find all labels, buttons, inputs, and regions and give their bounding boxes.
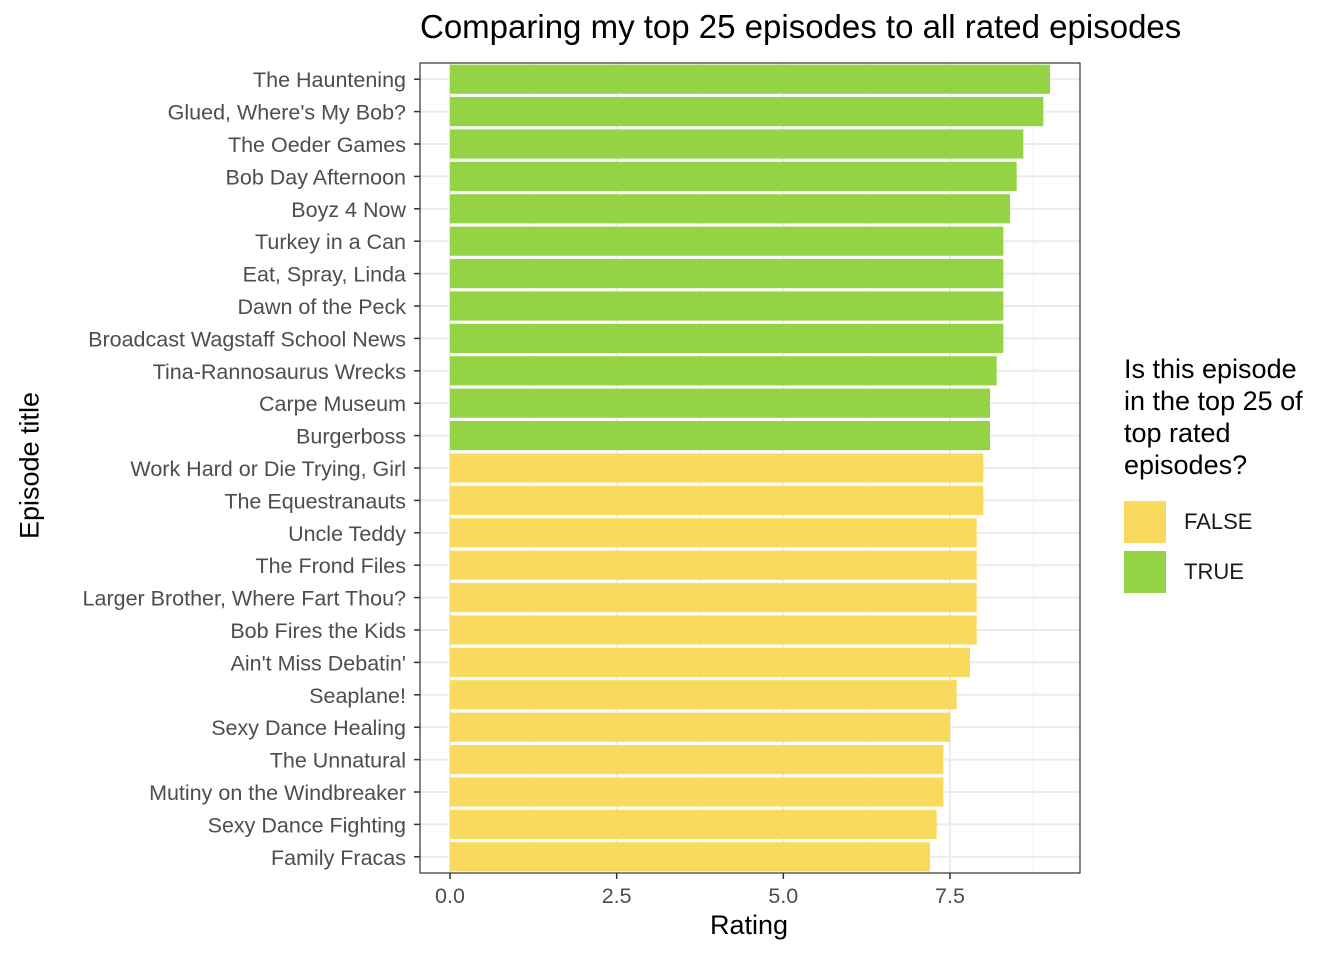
bar	[450, 615, 977, 645]
x-tick-label: 5.0	[768, 884, 798, 908]
bar	[450, 129, 1024, 159]
legend: Is this episode in the top 25 of top rat…	[1124, 353, 1334, 595]
bar	[450, 712, 950, 742]
y-tick-label: The Frond Files	[255, 554, 406, 578]
bar	[450, 745, 944, 775]
bar	[450, 226, 1004, 256]
bar	[450, 809, 937, 839]
bar	[450, 647, 970, 677]
y-tick-label: Bob Fires the Kids	[230, 619, 406, 643]
legend-label-false: FALSE	[1184, 509, 1253, 534]
bar	[450, 680, 957, 710]
bar	[450, 259, 1004, 289]
bar	[450, 777, 944, 807]
y-tick-label: The Unnatural	[270, 749, 406, 773]
y-tick-label: Burgerboss	[296, 425, 406, 449]
bar	[450, 453, 984, 483]
y-tick-label: Eat, Spray, Linda	[243, 263, 406, 287]
y-tick-label: Family Fracas	[271, 846, 406, 870]
y-axis-label: Episode title	[14, 391, 45, 540]
bar	[450, 550, 977, 580]
y-tick-label: Work Hard or Die Trying, Girl	[130, 457, 406, 481]
bar	[450, 194, 1010, 224]
y-tick-label: Larger Brother, Where Fart Thou?	[83, 587, 406, 611]
y-tick-label: Glued, Where's My Bob?	[168, 101, 406, 125]
legend-label-true: TRUE	[1184, 559, 1244, 584]
bar	[450, 64, 1050, 94]
y-tick-label: Bob Day Afternoon	[226, 165, 406, 189]
chart-title: Comparing my top 25 episodes to all rate…	[420, 8, 1182, 45]
legend-title-line: episodes?	[1124, 450, 1248, 480]
bar	[450, 291, 1004, 321]
y-tick-label: Sexy Dance Fighting	[208, 813, 406, 837]
y-tick-label: Seaplane!	[309, 684, 406, 708]
legend-title-line: in the top 25 of	[1124, 386, 1303, 416]
y-tick-label: Dawn of the Peck	[237, 295, 406, 319]
bar	[450, 421, 990, 451]
y-tick-label: The Equestranauts	[224, 489, 406, 513]
y-tick-label: Tina-Rannosaurus Wrecks	[153, 360, 406, 384]
y-tick-label: Ain't Miss Debatin'	[231, 651, 407, 675]
y-tick-label: Carpe Museum	[259, 392, 406, 416]
x-axis-label: Rating	[710, 910, 789, 940]
bar	[450, 518, 977, 548]
y-tick-label: Mutiny on the Windbreaker	[149, 781, 406, 805]
legend-swatch-false	[1124, 501, 1166, 543]
legend-title: Is this episode in the top 25 of top rat…	[1124, 353, 1334, 481]
bar	[450, 161, 1017, 191]
x-tick-label: 7.5	[935, 884, 965, 908]
bar	[450, 356, 997, 386]
bar	[450, 583, 977, 613]
y-tick-label: Sexy Dance Healing	[211, 716, 406, 740]
bar	[450, 97, 1044, 127]
y-tick-label: Broadcast Wagstaff School News	[88, 327, 406, 351]
bar	[450, 388, 990, 418]
bar	[450, 323, 1004, 353]
legend-title-line: top rated	[1124, 418, 1231, 448]
y-tick-label: The Oeder Games	[228, 133, 406, 157]
x-tick-label: 2.5	[602, 884, 632, 908]
y-tick-label: The Hauntening	[253, 68, 406, 92]
y-tick-label: Turkey in a Can	[255, 230, 406, 254]
legend-swatch-true	[1124, 551, 1166, 593]
y-tick-label: Uncle Teddy	[288, 522, 406, 546]
legend-title-line: Is this episode	[1124, 354, 1297, 384]
bar	[450, 842, 930, 872]
legend-item-false: FALSE	[1124, 499, 1334, 545]
legend-item-true: TRUE	[1124, 549, 1334, 595]
bar	[450, 485, 984, 515]
y-tick-label: Boyz 4 Now	[291, 198, 406, 222]
x-tick-label: 0.0	[435, 884, 465, 908]
